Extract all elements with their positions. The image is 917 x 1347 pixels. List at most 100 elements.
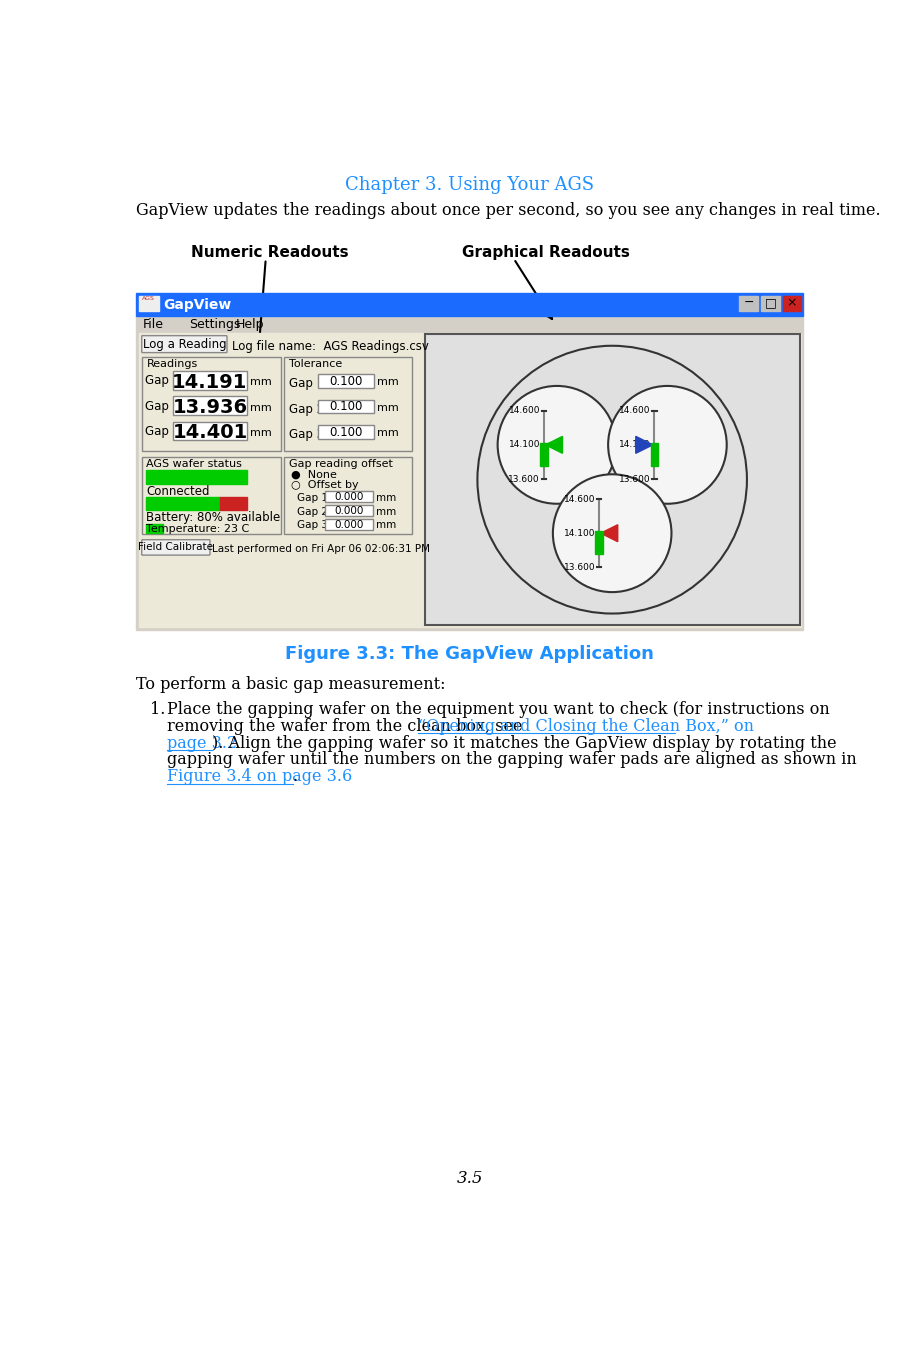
Text: Numeric Readouts: Numeric Readouts xyxy=(191,245,348,260)
FancyBboxPatch shape xyxy=(142,335,227,353)
Polygon shape xyxy=(635,436,653,454)
Text: 0.100: 0.100 xyxy=(330,400,363,414)
Text: 14.100: 14.100 xyxy=(619,440,650,450)
Text: 13.600: 13.600 xyxy=(619,474,650,484)
Polygon shape xyxy=(546,436,562,454)
Text: Chapter 3. Using Your AGS: Chapter 3. Using Your AGS xyxy=(345,175,594,194)
Bar xyxy=(172,396,248,415)
Text: 14.600: 14.600 xyxy=(509,407,540,415)
Text: ●  None: ● None xyxy=(291,470,337,480)
Text: Log a Reading: Log a Reading xyxy=(142,338,226,352)
Text: 3: 3 xyxy=(614,515,644,558)
Text: 0.000: 0.000 xyxy=(334,492,363,502)
Text: 14.191: 14.191 xyxy=(172,373,248,392)
Text: Gap 2:: Gap 2: xyxy=(297,506,331,517)
Text: Gap 1:: Gap 1: xyxy=(289,377,328,391)
Text: .: . xyxy=(293,768,298,785)
Bar xyxy=(783,295,801,311)
Text: 0.000: 0.000 xyxy=(334,520,363,529)
Text: mm: mm xyxy=(250,403,272,412)
Bar xyxy=(172,370,248,389)
Bar xyxy=(540,443,547,466)
Text: mm: mm xyxy=(378,377,399,387)
Text: 0.100: 0.100 xyxy=(330,374,363,388)
Text: Temperature: 23 C: Temperature: 23 C xyxy=(147,524,249,533)
Text: Battery: 80% available: Battery: 80% available xyxy=(147,512,281,524)
Bar xyxy=(284,357,413,451)
Bar xyxy=(650,443,658,466)
Bar xyxy=(142,357,282,451)
Text: GapView updates the readings about once per second, so you see any changes in re: GapView updates the readings about once … xyxy=(137,202,881,218)
Polygon shape xyxy=(601,525,618,541)
Bar xyxy=(147,470,248,484)
Text: 13.600: 13.600 xyxy=(564,563,595,572)
Bar xyxy=(138,333,801,626)
Text: Gap 1:: Gap 1: xyxy=(297,493,331,502)
Bar xyxy=(325,505,372,516)
Text: Gap 2:: Gap 2: xyxy=(145,400,184,412)
Text: 14.100: 14.100 xyxy=(509,440,540,450)
Text: ). Align the gapping wafer so it matches the GapView display by rotating the: ). Align the gapping wafer so it matches… xyxy=(212,734,836,752)
Circle shape xyxy=(498,387,616,504)
Text: 14.100: 14.100 xyxy=(564,529,595,537)
Text: 13.600: 13.600 xyxy=(508,474,540,484)
Text: mm: mm xyxy=(250,428,272,438)
Text: ○  Offset by: ○ Offset by xyxy=(291,481,359,490)
Text: 14.600: 14.600 xyxy=(564,494,595,504)
Bar xyxy=(284,458,413,535)
Text: File: File xyxy=(142,318,163,331)
Text: Figure 3.3: The GapView Application: Figure 3.3: The GapView Application xyxy=(285,645,654,663)
Bar xyxy=(318,426,374,439)
Bar xyxy=(137,315,802,630)
Text: GapView: GapView xyxy=(163,298,232,313)
Bar xyxy=(595,531,603,554)
Text: AGS: AGS xyxy=(142,296,155,302)
Text: AGS wafer status: AGS wafer status xyxy=(147,459,242,469)
Text: 0.100: 0.100 xyxy=(330,426,363,439)
Bar xyxy=(147,497,220,509)
Text: Gap reading offset: Gap reading offset xyxy=(289,459,392,469)
Text: page 3.2: page 3.2 xyxy=(167,734,238,752)
Text: Settings: Settings xyxy=(189,318,240,331)
Bar xyxy=(172,422,248,440)
Bar xyxy=(318,374,374,388)
Text: gapping wafer until the numbers on the gapping wafer pads are aligned as shown i: gapping wafer until the numbers on the g… xyxy=(167,752,857,768)
Text: Last performed on Fri Apr 06 02:06:31 PM: Last performed on Fri Apr 06 02:06:31 PM xyxy=(212,544,430,554)
Bar xyxy=(138,295,159,311)
Text: 2: 2 xyxy=(669,427,699,469)
Bar xyxy=(761,295,779,311)
Text: ×: × xyxy=(787,296,797,310)
Text: mm: mm xyxy=(376,520,396,531)
Text: Figure 3.4 on page 3.6: Figure 3.4 on page 3.6 xyxy=(167,768,352,785)
Text: Gap 3:: Gap 3: xyxy=(145,426,183,438)
Bar xyxy=(318,400,374,414)
Text: Connected: Connected xyxy=(147,485,210,498)
Text: 13.936: 13.936 xyxy=(172,397,248,418)
Bar xyxy=(325,519,372,529)
Circle shape xyxy=(553,474,671,593)
Text: 14.401: 14.401 xyxy=(172,423,248,442)
Text: Graphical Readouts: Graphical Readouts xyxy=(462,245,630,260)
Text: 3.5: 3.5 xyxy=(457,1171,483,1187)
Text: removing the wafer from the clean box, see: removing the wafer from the clean box, s… xyxy=(167,718,528,734)
Text: To perform a basic gap measurement:: To perform a basic gap measurement: xyxy=(137,676,446,692)
Bar xyxy=(325,492,372,502)
Text: mm: mm xyxy=(378,403,399,412)
FancyBboxPatch shape xyxy=(142,540,210,555)
Text: Log file name:  AGS Readings.csv: Log file name: AGS Readings.csv xyxy=(232,339,428,353)
Text: −: − xyxy=(744,296,754,310)
Text: mm: mm xyxy=(250,377,272,387)
Bar xyxy=(142,458,282,535)
Text: mm: mm xyxy=(376,506,396,517)
Text: Help: Help xyxy=(236,318,264,331)
Text: Readings: Readings xyxy=(147,358,198,369)
Text: Gap 2:: Gap 2: xyxy=(289,403,328,416)
Text: mm: mm xyxy=(378,428,399,438)
Text: Gap 3:: Gap 3: xyxy=(297,520,331,531)
Text: Gap 1:: Gap 1: xyxy=(145,374,184,387)
Text: “Opening and Closing the Clean Box,” on: “Opening and Closing the Clean Box,” on xyxy=(417,718,754,734)
Bar xyxy=(739,295,757,311)
Text: mm: mm xyxy=(376,493,396,502)
Circle shape xyxy=(608,387,726,504)
Text: 1: 1 xyxy=(559,427,588,469)
